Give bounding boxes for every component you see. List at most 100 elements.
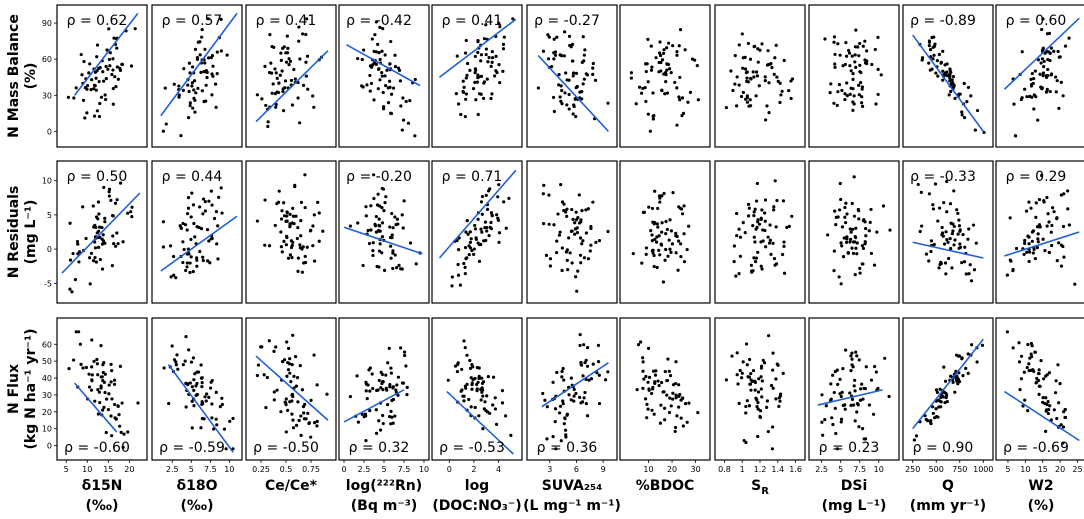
data-point xyxy=(90,379,94,383)
data-point xyxy=(820,420,824,424)
data-point xyxy=(579,261,583,265)
data-point xyxy=(459,112,463,117)
data-point xyxy=(110,72,114,77)
data-point xyxy=(68,258,73,262)
data-point xyxy=(658,200,662,204)
data-point xyxy=(955,353,959,357)
data-point xyxy=(1032,107,1036,111)
data-point xyxy=(949,89,953,94)
data-point xyxy=(192,221,196,226)
data-point xyxy=(854,28,858,32)
data-point xyxy=(1017,341,1021,345)
data-point xyxy=(1035,380,1039,384)
data-point xyxy=(973,128,977,132)
data-point xyxy=(450,275,454,279)
data-point xyxy=(660,221,664,225)
data-point xyxy=(839,394,843,399)
data-point xyxy=(840,390,844,394)
data-point xyxy=(89,251,94,255)
data-point xyxy=(942,201,946,205)
data-point xyxy=(471,87,476,91)
data-point xyxy=(91,259,96,263)
data-point xyxy=(368,73,372,78)
data-point xyxy=(457,102,461,106)
regression-line xyxy=(343,226,423,255)
data-point xyxy=(1014,246,1019,251)
data-point xyxy=(767,334,771,338)
data-point xyxy=(210,93,214,97)
data-point xyxy=(1050,243,1054,248)
data-point xyxy=(766,49,770,53)
col-label-w2: W2(%) xyxy=(1028,478,1055,514)
data-point xyxy=(76,330,81,334)
x-tick-label: 10 xyxy=(643,465,653,474)
data-point xyxy=(95,231,99,235)
y-tick-label: 0 xyxy=(47,245,52,254)
panel-frame xyxy=(619,4,711,148)
data-point xyxy=(201,255,205,259)
x-axis-label: Ce/Ce* xyxy=(265,478,318,494)
data-point xyxy=(931,203,935,207)
data-point xyxy=(386,361,390,365)
data-point xyxy=(456,262,460,267)
data-point xyxy=(191,269,195,274)
data-point xyxy=(479,92,483,96)
data-point xyxy=(648,129,652,133)
data-point xyxy=(831,373,835,377)
data-point xyxy=(567,236,571,240)
data-point xyxy=(844,41,848,45)
data-point xyxy=(740,376,744,380)
data-point xyxy=(937,206,942,210)
data-point xyxy=(660,88,664,92)
data-point xyxy=(476,217,480,221)
data-point xyxy=(1022,252,1026,257)
data-point xyxy=(849,69,853,73)
data-point xyxy=(864,365,868,369)
data-point xyxy=(936,398,941,402)
data-point xyxy=(500,389,505,393)
data-point xyxy=(839,420,843,424)
rho-label: ρ = 0.50 xyxy=(67,169,128,185)
rho-label: ρ = -0.53 xyxy=(439,440,505,456)
data-point xyxy=(404,364,408,368)
data-point xyxy=(570,229,574,233)
data-point xyxy=(120,62,125,66)
data-point xyxy=(299,414,303,418)
data-point xyxy=(462,261,466,266)
data-point xyxy=(183,223,188,227)
data-point xyxy=(199,426,203,430)
data-point xyxy=(1050,223,1054,228)
data-point xyxy=(284,243,288,247)
rho-label: ρ = 0.23 xyxy=(819,440,880,456)
data-point xyxy=(585,414,590,418)
data-point xyxy=(555,250,559,255)
data-point xyxy=(584,231,589,235)
data-point xyxy=(681,111,686,116)
data-point xyxy=(497,21,501,25)
data-point xyxy=(205,75,209,80)
data-point xyxy=(463,245,468,250)
data-point xyxy=(671,191,675,195)
data-point xyxy=(832,269,836,273)
data-point xyxy=(658,253,662,257)
data-point xyxy=(1042,59,1046,64)
data-point xyxy=(468,230,472,234)
data-point xyxy=(294,384,298,388)
data-point xyxy=(1063,407,1067,412)
data-point xyxy=(650,408,654,412)
data-point xyxy=(391,249,395,253)
data-point xyxy=(207,56,211,60)
data-point xyxy=(224,447,228,451)
data-point xyxy=(753,207,757,211)
data-point xyxy=(660,380,664,385)
data-point xyxy=(668,218,672,222)
data-point xyxy=(974,241,978,245)
data-point xyxy=(115,198,119,202)
data-point xyxy=(671,44,675,48)
data-point xyxy=(497,240,501,244)
data-point xyxy=(116,404,120,408)
data-point xyxy=(745,94,749,98)
data-point xyxy=(756,390,761,394)
data-point xyxy=(83,116,87,120)
data-point xyxy=(371,241,375,245)
